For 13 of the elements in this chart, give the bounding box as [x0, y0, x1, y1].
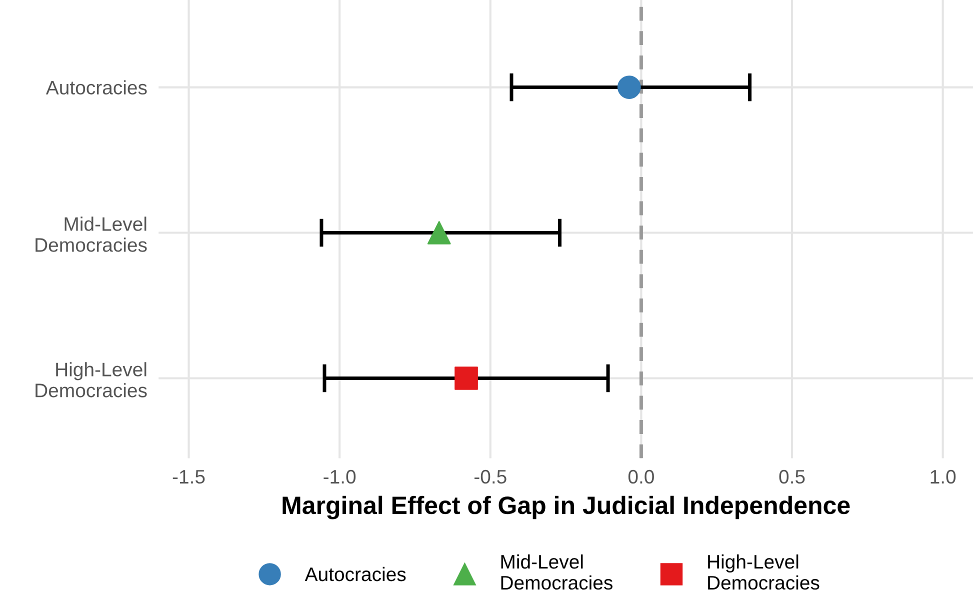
- x-tick-label: -1.5: [172, 470, 205, 484]
- x-axis-title: Marginal Effect of Gap in Judicial Independence: [282, 496, 850, 520]
- y-tick-label: Mid-Level Democracies: [36, 216, 147, 252]
- x-tick-label: 0.5: [779, 470, 805, 484]
- x-tick-label: 0.0: [628, 470, 654, 484]
- y-tick-label: High-Level Democracies: [36, 362, 147, 398]
- x-tick-label: -1.0: [324, 470, 356, 484]
- x-tick-label: 1.0: [930, 470, 956, 484]
- legend-label: Autocracies: [304, 566, 406, 582]
- y-tick-label: Autocracies: [46, 80, 147, 95]
- legend-label: Mid-Level Democracies: [501, 554, 612, 590]
- x-tick-label: -0.5: [474, 470, 506, 484]
- legend-label: High-Level Democracies: [708, 554, 820, 590]
